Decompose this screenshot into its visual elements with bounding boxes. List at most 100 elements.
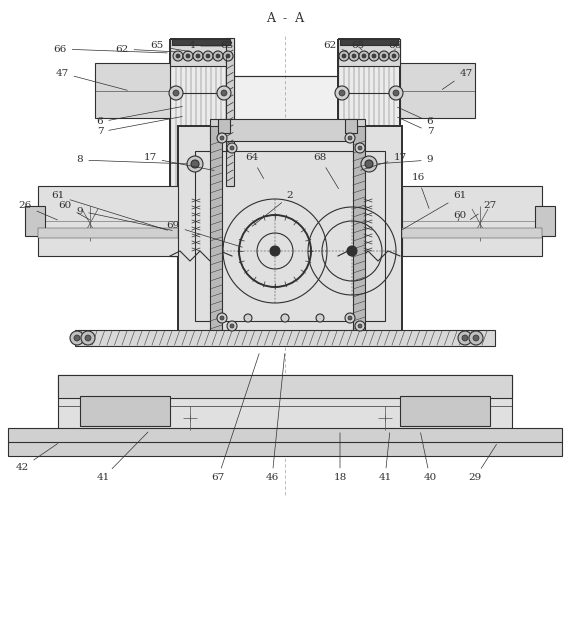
Circle shape: [81, 331, 95, 345]
Circle shape: [458, 331, 472, 345]
Text: 8: 8: [77, 155, 187, 165]
Circle shape: [359, 51, 369, 61]
Circle shape: [217, 313, 227, 323]
Bar: [218, 119, 230, 133]
Circle shape: [230, 146, 234, 150]
Bar: [402, 186, 542, 256]
Circle shape: [392, 54, 396, 58]
Circle shape: [187, 156, 203, 172]
Circle shape: [281, 314, 289, 322]
Circle shape: [196, 54, 200, 58]
Bar: [170, 39, 232, 66]
Circle shape: [227, 321, 237, 331]
Circle shape: [169, 86, 183, 100]
Text: 2: 2: [252, 192, 294, 226]
Circle shape: [358, 146, 362, 150]
Circle shape: [183, 51, 193, 61]
Text: 65: 65: [351, 41, 365, 51]
Circle shape: [70, 331, 84, 345]
Text: 41: 41: [378, 433, 392, 483]
Text: 17: 17: [361, 153, 406, 170]
Circle shape: [221, 90, 227, 96]
Circle shape: [193, 51, 203, 61]
Circle shape: [216, 54, 220, 58]
Bar: [210, 119, 365, 141]
Circle shape: [186, 54, 190, 58]
Bar: [38, 228, 178, 238]
Circle shape: [469, 331, 483, 345]
Text: A  -  A: A - A: [266, 11, 304, 24]
Circle shape: [393, 90, 399, 96]
Text: 65: 65: [150, 41, 189, 51]
Bar: [210, 126, 222, 331]
Circle shape: [389, 51, 399, 61]
Text: 40: 40: [421, 433, 437, 483]
Circle shape: [191, 160, 199, 168]
Text: 60: 60: [58, 202, 89, 220]
Circle shape: [372, 54, 376, 58]
Bar: [80, 396, 170, 426]
Bar: [338, 39, 400, 66]
Circle shape: [203, 51, 213, 61]
Text: 6: 6: [97, 106, 182, 126]
Bar: [58, 375, 512, 430]
Circle shape: [213, 51, 223, 61]
Bar: [340, 39, 398, 45]
Text: 27: 27: [470, 202, 496, 220]
Bar: [400, 63, 475, 118]
Text: 67: 67: [211, 354, 259, 483]
Circle shape: [473, 335, 479, 341]
Circle shape: [379, 51, 389, 61]
Circle shape: [230, 324, 234, 328]
Text: 64: 64: [245, 153, 264, 178]
Circle shape: [349, 51, 359, 61]
Text: 26: 26: [18, 202, 58, 220]
Text: 47: 47: [55, 68, 127, 90]
Text: 66: 66: [388, 41, 402, 51]
Text: 7: 7: [397, 117, 433, 136]
Circle shape: [348, 316, 352, 320]
Text: 6: 6: [397, 107, 433, 126]
Circle shape: [348, 136, 352, 140]
Circle shape: [74, 335, 80, 341]
Circle shape: [223, 51, 233, 61]
Text: 61: 61: [51, 192, 168, 230]
Text: 42: 42: [15, 444, 58, 473]
Text: 69: 69: [166, 222, 242, 247]
Text: 66: 66: [54, 44, 167, 53]
Text: 9: 9: [77, 207, 172, 230]
Bar: [172, 39, 230, 45]
Circle shape: [352, 54, 356, 58]
Circle shape: [355, 143, 365, 153]
Circle shape: [358, 324, 362, 328]
Text: 16: 16: [412, 173, 429, 208]
Bar: [402, 228, 542, 238]
Circle shape: [361, 156, 377, 172]
Bar: [38, 186, 178, 256]
Circle shape: [220, 136, 224, 140]
Circle shape: [345, 133, 355, 143]
Circle shape: [244, 314, 252, 322]
Circle shape: [369, 51, 379, 61]
Circle shape: [339, 90, 345, 96]
Bar: [195, 151, 385, 321]
Text: 17: 17: [144, 153, 214, 170]
Circle shape: [173, 90, 179, 96]
Circle shape: [217, 133, 227, 143]
Bar: [353, 126, 365, 331]
Circle shape: [345, 313, 355, 323]
Circle shape: [347, 246, 357, 256]
Bar: [95, 63, 170, 118]
Text: 47: 47: [442, 68, 473, 90]
Bar: [58, 375, 512, 398]
Bar: [232, 76, 338, 226]
Circle shape: [365, 160, 373, 168]
Circle shape: [462, 335, 468, 341]
Circle shape: [220, 316, 224, 320]
Text: 63: 63: [221, 41, 234, 63]
Text: 18: 18: [333, 433, 347, 483]
Circle shape: [85, 335, 91, 341]
Circle shape: [206, 54, 210, 58]
Circle shape: [342, 54, 346, 58]
Bar: [535, 206, 555, 236]
